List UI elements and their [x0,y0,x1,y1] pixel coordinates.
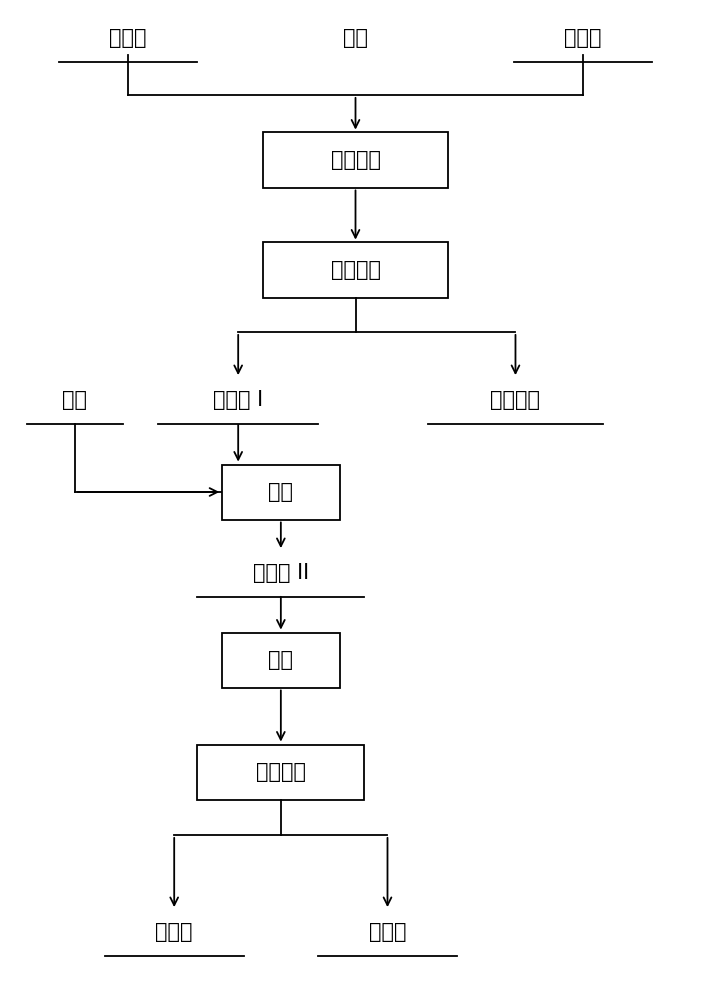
Text: 氯氧锑: 氯氧锑 [156,922,193,942]
Bar [263,132,448,188]
Text: 氯化锰: 氯化锰 [369,922,406,942]
Text: 辉锑矿: 辉锑矿 [109,28,146,48]
Text: 软锰矿: 软锰矿 [565,28,602,48]
Bar [198,744,364,800]
Text: 还原: 还原 [268,482,294,502]
Text: 两矿浸出: 两矿浸出 [331,150,380,170]
Text: 水解: 水解 [268,650,294,670]
Text: 含硫渣相: 含硫渣相 [491,390,540,410]
Text: 浸出液 I: 浸出液 I [213,390,263,410]
Bar [222,464,340,520]
Bar [263,242,448,298]
Text: 液固分离: 液固分离 [256,762,306,782]
Text: 浸出液 II: 浸出液 II [253,563,309,583]
Text: 盐酸: 盐酸 [343,28,368,48]
Text: 锑粉: 锑粉 [62,390,87,410]
Bar [222,633,340,688]
Text: 液固分离: 液固分离 [331,260,380,280]
